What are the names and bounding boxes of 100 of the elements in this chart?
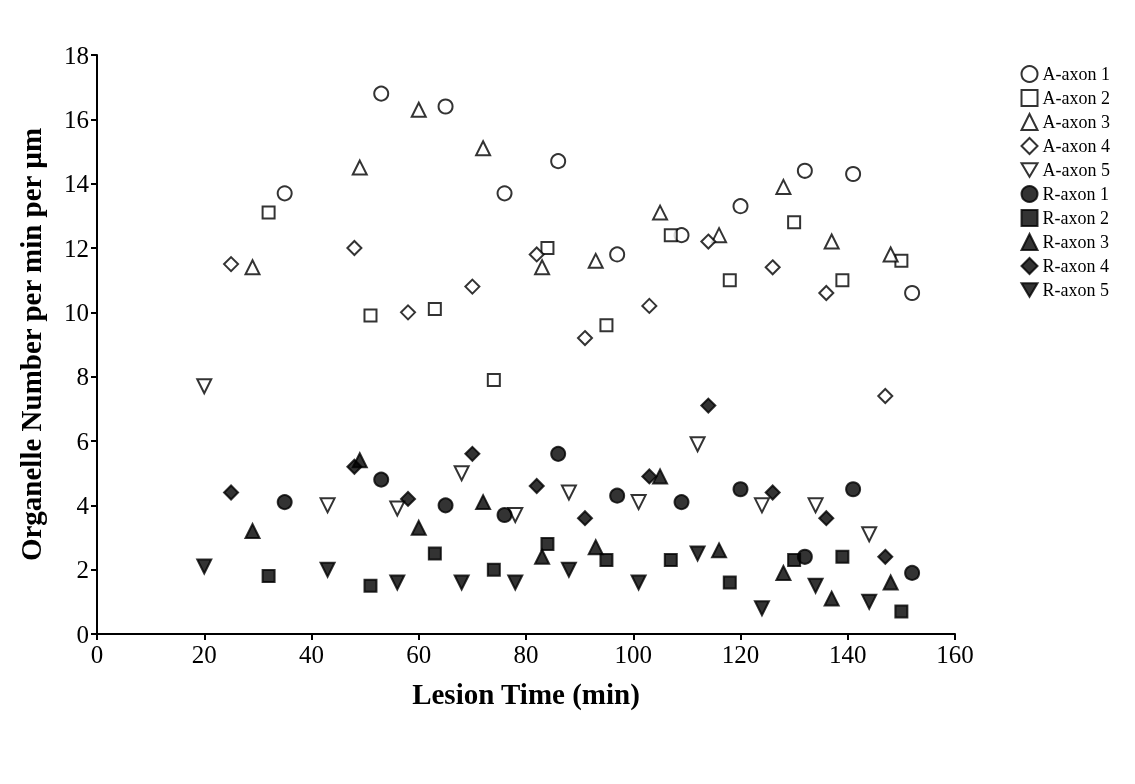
- point: [796, 162, 813, 179]
- legend-label: A-axon 1: [1042, 64, 1110, 84]
- legend-label: A-axon 3: [1042, 112, 1110, 132]
- x-axis-title: Lesion Time (min): [412, 677, 640, 711]
- point: [732, 198, 749, 215]
- y-tick-label: 6: [76, 427, 89, 455]
- point: [346, 240, 363, 256]
- y-tick-label: 10: [64, 298, 89, 326]
- x-tick-label: 140: [829, 641, 867, 668]
- point: [835, 273, 850, 288]
- y-tick-label: 8: [76, 363, 89, 391]
- point: [673, 494, 690, 511]
- point: [663, 228, 678, 243]
- point: [223, 256, 240, 273]
- point: [534, 548, 551, 565]
- point: [689, 545, 706, 562]
- point: [475, 140, 492, 157]
- point: [845, 481, 862, 498]
- point: [261, 569, 276, 584]
- point: [787, 215, 802, 230]
- point: [630, 574, 647, 591]
- point: [807, 497, 824, 514]
- point: [400, 490, 417, 507]
- point: [507, 574, 524, 591]
- point: [753, 600, 770, 617]
- point: [346, 458, 363, 475]
- point: [877, 548, 894, 565]
- point: [496, 506, 513, 523]
- point: [609, 246, 626, 263]
- point: [351, 159, 368, 176]
- point: [560, 561, 577, 578]
- point: [576, 510, 593, 527]
- x-tick-label: 100: [614, 641, 652, 668]
- point: [528, 478, 545, 495]
- point: [319, 561, 336, 578]
- y-tick-label: 18: [64, 41, 89, 69]
- point: [599, 553, 614, 568]
- legend-label: A-axon 5: [1042, 160, 1110, 180]
- point: [427, 546, 442, 561]
- point: [722, 575, 737, 590]
- point: [196, 558, 213, 575]
- point: [835, 549, 850, 564]
- point: [196, 378, 213, 395]
- point: [400, 304, 417, 321]
- point: [904, 285, 921, 302]
- point: [787, 553, 802, 568]
- point: [609, 487, 626, 504]
- x-tick-label: 120: [721, 641, 760, 668]
- point: [823, 590, 840, 607]
- point: [244, 259, 261, 276]
- point: [276, 185, 293, 202]
- point: [496, 185, 513, 202]
- x-tick-label: 60: [406, 641, 432, 668]
- point: [373, 471, 390, 488]
- point: [861, 593, 878, 610]
- point: [486, 562, 501, 577]
- point: [363, 578, 378, 593]
- point: [775, 564, 792, 581]
- point: [453, 574, 470, 591]
- point: [261, 205, 276, 220]
- point: [818, 510, 835, 527]
- point: [550, 153, 567, 170]
- point: [722, 273, 737, 288]
- y-tick-label: 16: [64, 105, 89, 133]
- point: [818, 285, 835, 302]
- point: [700, 233, 717, 250]
- point: [410, 519, 427, 536]
- point: [732, 481, 749, 498]
- legend-label: R-axon 2: [1042, 208, 1110, 228]
- legend-label: A-axon 4: [1042, 136, 1110, 156]
- point: [437, 497, 454, 514]
- point: [641, 297, 658, 314]
- point: [753, 497, 770, 514]
- point: [587, 252, 604, 269]
- y-tick-label: 0: [76, 620, 89, 648]
- y-axis-title: Organelle Number per min per µm: [14, 127, 47, 562]
- point: [363, 308, 378, 323]
- point: [464, 445, 481, 462]
- x-tick-label: 40: [299, 641, 324, 668]
- x-tick-label: 160: [936, 641, 974, 668]
- point: [528, 246, 545, 263]
- point: [689, 436, 706, 453]
- point: [550, 445, 567, 462]
- point: [861, 526, 878, 543]
- point: [410, 101, 427, 118]
- point: [882, 246, 899, 263]
- point: [823, 233, 840, 250]
- point: [540, 536, 555, 551]
- legend-label: A-axon 2: [1042, 88, 1110, 108]
- point: [630, 494, 647, 511]
- point: [453, 465, 470, 482]
- x-tick-label: 80: [513, 641, 539, 668]
- point: [534, 259, 551, 276]
- point: [700, 397, 717, 414]
- point: [587, 539, 604, 556]
- point: [373, 85, 390, 102]
- point: [652, 204, 669, 221]
- x-tick-label: 20: [191, 641, 217, 668]
- legend-label: R-axon 1: [1042, 184, 1110, 204]
- y-tick-label: 2: [76, 556, 89, 584]
